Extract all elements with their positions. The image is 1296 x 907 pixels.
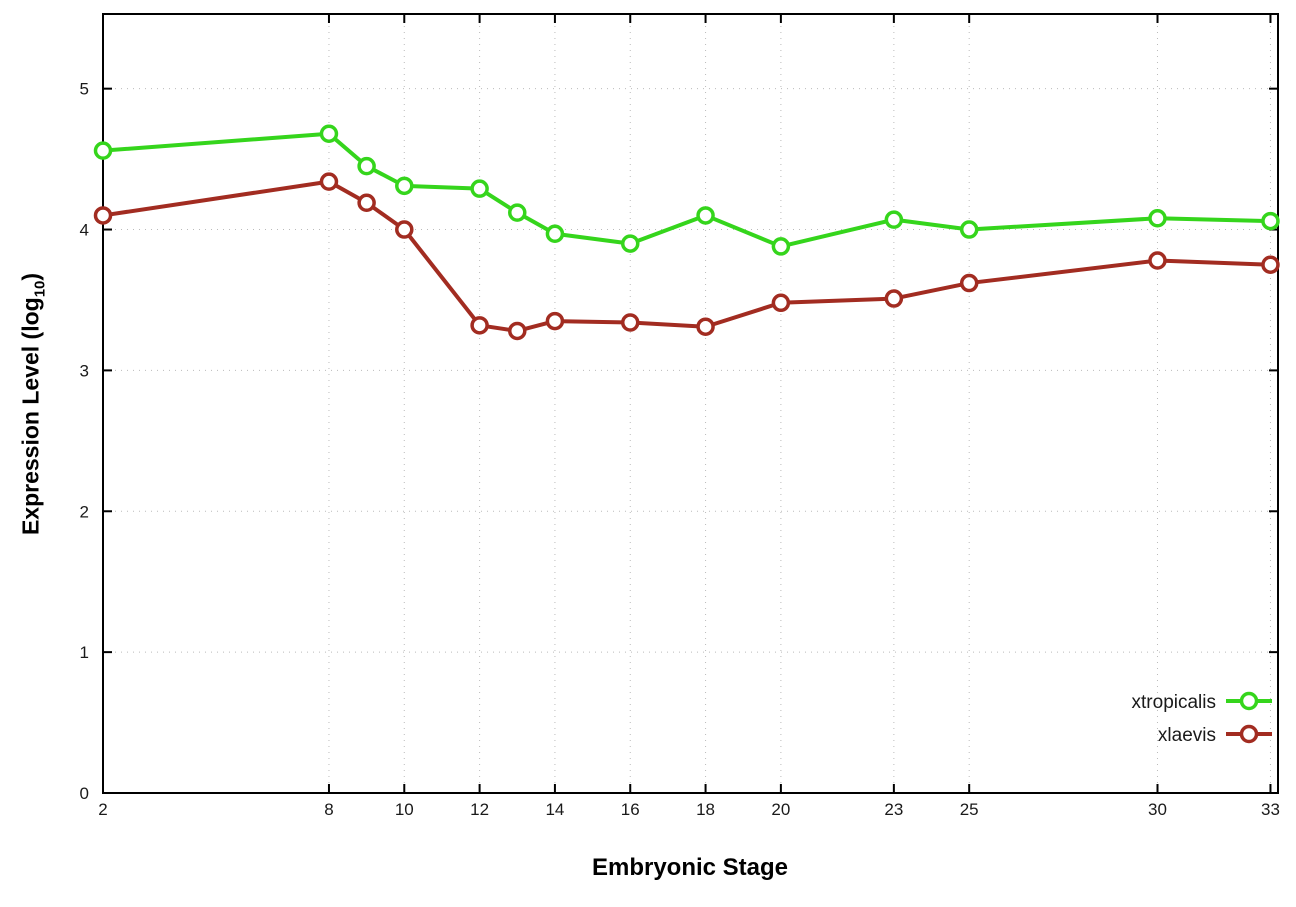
data-point-xtropicalis	[395, 176, 414, 196]
y-axis-title-subscript: 10	[31, 280, 49, 298]
x-tick-label: 33	[1261, 800, 1280, 819]
data-point-xlaevis	[620, 313, 640, 332]
y-tick-label: 4	[80, 221, 89, 240]
data-point-xlaevis	[508, 321, 527, 341]
data-point-xtropicalis	[1148, 209, 1167, 228]
y-axis-title-suffix: )	[17, 272, 44, 281]
y-tick-label: 3	[80, 361, 89, 380]
data-point-xtropicalis	[508, 203, 527, 222]
data-point-xlaevis	[93, 206, 113, 225]
data-point-xlaevis	[395, 220, 414, 239]
x-tick-label: 16	[621, 800, 640, 819]
data-point-xtropicalis	[771, 237, 791, 256]
data-point-xtropicalis	[696, 206, 715, 225]
data-point-xtropicalis	[545, 224, 565, 244]
legend-marker-xlaevis	[1239, 724, 1259, 744]
series-line-xlaevis	[101, 179, 1273, 333]
data-point-xlaevis	[1261, 255, 1280, 274]
data-point-xlaevis	[696, 317, 715, 336]
y-tick-label: 1	[80, 643, 89, 662]
data-point-xlaevis	[959, 273, 979, 293]
x-axis-title: Embryonic Stage	[591, 854, 789, 881]
data-point-xtropicalis	[959, 220, 979, 239]
data-point-xlaevis	[1148, 251, 1167, 270]
x-tick-label: 8	[324, 800, 333, 819]
y-tick-label: 0	[80, 784, 89, 803]
data-point-xlaevis	[319, 172, 339, 191]
data-point-xtropicalis	[1261, 211, 1280, 231]
data-point-xlaevis	[357, 193, 376, 213]
plot-border	[102, 13, 1279, 794]
data-point-xlaevis	[470, 316, 489, 335]
y-axis-title: Expression Level (log10)	[18, 273, 49, 535]
data-point-xtropicalis	[93, 141, 113, 160]
legend-label-xtropicalis: xtropicalis	[1132, 692, 1216, 713]
x-tick-label: 12	[470, 800, 489, 819]
data-point-xtropicalis	[620, 234, 640, 253]
legend-marker-xtropicalis	[1239, 691, 1259, 711]
y-tick-label: 2	[80, 502, 89, 521]
y-tick-label: 5	[80, 80, 89, 99]
data-point-xlaevis	[545, 311, 565, 331]
x-tick-label: 30	[1148, 800, 1167, 819]
x-tick-label: 10	[395, 800, 414, 819]
data-point-xtropicalis	[357, 156, 376, 176]
y-axis-title-text: Expression Level (log	[17, 297, 44, 536]
x-tick-label: 23	[884, 800, 903, 819]
data-point-xlaevis	[884, 289, 904, 308]
x-tick-label: 2	[98, 800, 107, 819]
x-tick-label: 18	[696, 800, 715, 819]
data-point-xtropicalis	[884, 210, 904, 229]
x-tick-label: 20	[771, 800, 790, 819]
x-tick-label: 14	[545, 800, 564, 819]
data-point-xlaevis	[771, 293, 791, 313]
data-point-xtropicalis	[319, 124, 339, 143]
data-point-xtropicalis	[470, 179, 489, 198]
x-tick-label: 25	[960, 800, 979, 819]
legend-label-xlaevis: xlaevis	[1158, 725, 1216, 746]
